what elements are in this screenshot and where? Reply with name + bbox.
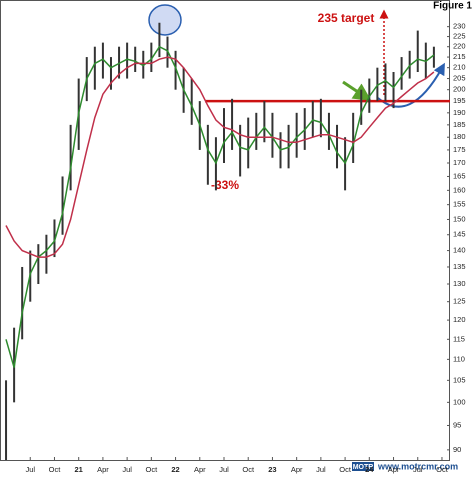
plot-frame <box>0 0 450 461</box>
price-bar <box>231 98 234 150</box>
peak-circle <box>148 4 182 36</box>
logo-box <box>352 462 374 471</box>
moving-average <box>5 56 435 258</box>
y-tick-label: 190 <box>453 108 466 117</box>
y-tick-label: 120 <box>453 315 466 324</box>
logo: MOTR <box>353 464 374 471</box>
price-bar <box>295 112 298 158</box>
price-bar <box>319 98 322 138</box>
price-bar <box>126 42 129 79</box>
x-tick-label: Jul <box>413 465 423 474</box>
y-tick-label: 95 <box>453 420 461 429</box>
price-bar <box>327 112 330 150</box>
drawdown-label: -33% <box>211 178 239 192</box>
y-tick-label: 200 <box>453 85 466 94</box>
y-tick-label: 145 <box>453 230 466 239</box>
y-tick-label: 180 <box>453 132 466 141</box>
price-bar <box>69 124 72 191</box>
price-bar <box>360 89 363 125</box>
price-bar <box>384 63 387 102</box>
price-bar <box>206 124 209 185</box>
y-tick-label: 215 <box>453 52 466 61</box>
y-tick-label: 205 <box>453 74 466 83</box>
price-bar <box>37 244 40 284</box>
x-tick-label: Oct <box>49 465 62 474</box>
price-bar <box>263 101 266 143</box>
y-tick-label: 110 <box>453 354 465 363</box>
y-tick-label: 160 <box>453 185 466 194</box>
y-tick-label: 135 <box>453 262 466 271</box>
source: www.motrcmr.com <box>377 461 458 471</box>
y-tick-label: 220 <box>453 42 466 51</box>
price-bar <box>247 117 250 169</box>
moving-average <box>5 45 435 368</box>
y-tick-label: 230 <box>453 22 466 31</box>
price-bar <box>190 78 193 125</box>
y-tick-label: 150 <box>453 214 466 223</box>
y-tick-label: 90 <box>453 445 461 454</box>
y-tick-label: 140 <box>453 246 466 255</box>
price-bar <box>392 72 395 109</box>
price-bar <box>223 108 225 163</box>
figure-label: Figure 1 <box>433 1 472 12</box>
price-bar <box>239 124 242 177</box>
price-bar <box>311 101 314 138</box>
price-bar <box>174 50 177 90</box>
price-bar <box>271 112 274 158</box>
y-tick-label: 130 <box>453 279 466 288</box>
x-tick-label: 22 <box>171 465 179 474</box>
x-tick-label: 24 <box>365 465 374 474</box>
y-tick-label: 195 <box>453 96 466 105</box>
x-tick-label: Apr <box>194 465 206 474</box>
y-tick-label: 105 <box>453 375 466 384</box>
price-bar <box>432 46 435 68</box>
y-tick-label: 175 <box>453 145 466 154</box>
price-bar <box>53 219 56 258</box>
x-tick-label: Jul <box>122 465 132 474</box>
x-tick-label: Jul <box>219 465 229 474</box>
price-bar <box>255 112 258 150</box>
price-bar <box>134 46 137 73</box>
x-tick-label: Oct <box>436 465 449 474</box>
price-bar <box>150 42 153 73</box>
price-bar <box>336 124 339 169</box>
price-bar <box>45 234 48 274</box>
price-bar <box>93 46 96 90</box>
price-bar <box>61 176 64 235</box>
y-tick-label: 170 <box>453 158 466 167</box>
y-tick-label: 165 <box>453 171 466 180</box>
price-bar <box>416 30 419 73</box>
price-bar <box>101 42 104 79</box>
x-tick-label: 23 <box>268 465 276 474</box>
x-tick-label: Apr <box>97 465 109 474</box>
price-bar <box>158 22 161 58</box>
price-bar <box>109 57 112 90</box>
price-bar <box>352 112 355 163</box>
x-tick-label: Oct <box>146 465 159 474</box>
price-bar <box>21 266 24 340</box>
x-tick-label: Jul <box>316 465 326 474</box>
y-tick-label: 115 <box>453 334 465 343</box>
blue-arc <box>377 62 445 108</box>
y-tick-label: 210 <box>453 63 466 72</box>
x-tick-label: Jul <box>25 465 35 474</box>
price-bar <box>5 380 8 460</box>
y-tick-label: 155 <box>453 200 466 209</box>
x-tick-label: Oct <box>242 465 255 474</box>
x-tick-label: Apr <box>291 465 303 474</box>
price-bar <box>400 57 403 90</box>
target-label: 235 target <box>318 11 375 25</box>
x-tick-label: Oct <box>339 465 352 474</box>
y-tick-label: 100 <box>453 397 466 406</box>
y-tick-label: 225 <box>453 32 466 41</box>
y-tick-label: 125 <box>453 297 466 306</box>
y-tick-label: 185 <box>453 120 466 129</box>
x-tick-label: 21 <box>75 465 83 474</box>
x-tick-label: Apr <box>388 465 400 474</box>
